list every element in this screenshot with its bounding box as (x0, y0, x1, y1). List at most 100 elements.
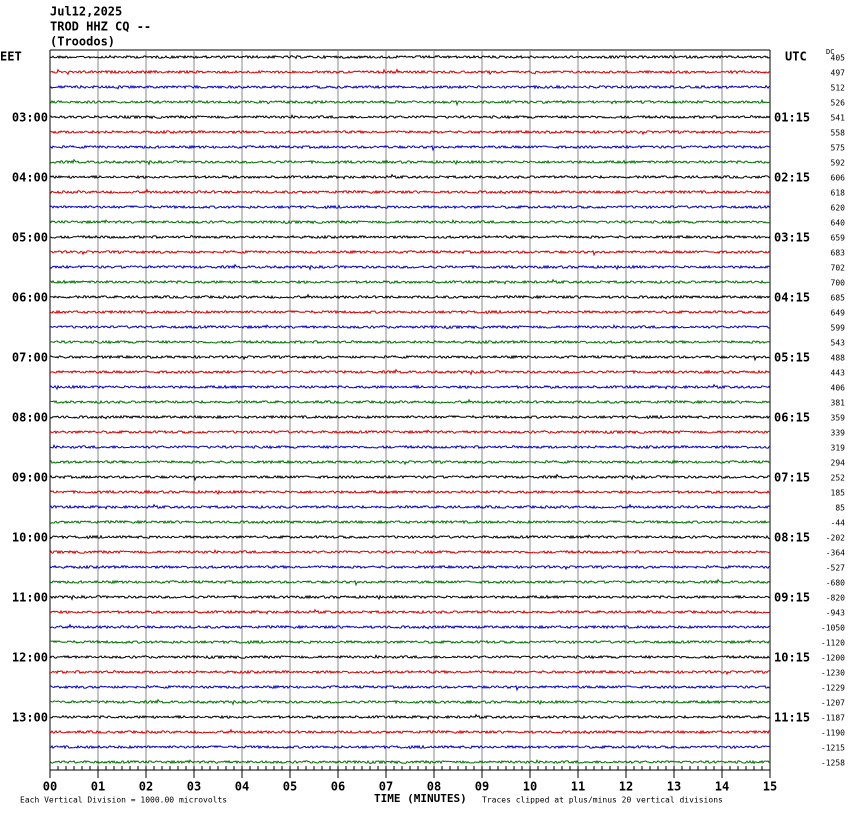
trace (49, 323, 771, 330)
x-tick-label: 02 (139, 780, 153, 794)
station: TROD HHZ CQ -- (50, 20, 151, 34)
x-tick-label: 03 (187, 780, 201, 794)
trace (49, 293, 771, 300)
dc-value: -1187 (821, 714, 845, 723)
trace (49, 608, 771, 615)
trace (49, 129, 771, 136)
right-hour-label: 05:15 (774, 351, 810, 365)
trace (49, 459, 771, 466)
trace (49, 249, 771, 257)
dc-value: 620 (831, 204, 846, 213)
trace (49, 429, 771, 435)
x-tick-label: 07 (379, 780, 393, 794)
trace (49, 218, 771, 225)
dc-value: 443 (831, 369, 846, 378)
dc-value: -1200 (821, 654, 845, 663)
dc-value: -364 (826, 549, 845, 558)
x-tick-label: 13 (667, 780, 681, 794)
dc-value: 497 (831, 69, 846, 78)
left-title: EET (0, 50, 22, 64)
dc-value: 294 (831, 459, 846, 468)
left-hour-label: 05:00 (12, 231, 48, 245)
clip-note: Traces clipped at plus/minus 20 vertical… (482, 796, 723, 805)
left-hour-label: 04:00 (12, 171, 48, 185)
dc-value: 85 (835, 504, 845, 513)
dc-value: -1215 (821, 744, 845, 753)
trace (49, 173, 771, 180)
trace (49, 144, 771, 152)
dc-value: 640 (831, 219, 846, 228)
right-hour-label: 10:15 (774, 651, 810, 665)
trace (49, 414, 771, 420)
trace (49, 639, 771, 645)
x-tick-label: 11 (571, 780, 585, 794)
x-tick-label: 05 (283, 780, 297, 794)
dc-value: -1230 (821, 669, 845, 678)
dc-value: 558 (831, 129, 846, 138)
right-hour-label: 06:15 (774, 411, 810, 425)
trace (49, 158, 771, 166)
right-hour-label: 03:15 (774, 231, 810, 245)
x-tick-label: 10 (523, 780, 537, 794)
dc-value: 702 (831, 264, 846, 273)
left-hour-label: 11:00 (12, 591, 48, 605)
trace (49, 669, 771, 676)
trace (49, 309, 771, 315)
left-hour-label: 08:00 (12, 411, 48, 425)
dc-value: 512 (831, 84, 846, 93)
dc-value: 488 (831, 354, 846, 363)
trace (49, 398, 771, 405)
trace (49, 548, 771, 555)
trace (49, 204, 771, 210)
trace (49, 578, 771, 587)
dc-value: 543 (831, 339, 846, 348)
trace (49, 653, 771, 660)
x-axis-title: TIME (MINUTES) (374, 792, 467, 805)
dc-value: -1258 (821, 759, 845, 768)
trace (49, 113, 771, 120)
dc-value: 185 (831, 489, 846, 498)
x-tick-label: 04 (235, 780, 249, 794)
left-hour-label: 10:00 (12, 531, 48, 545)
right-hour-label: 11:15 (774, 711, 810, 725)
dc-value: -44 (831, 519, 846, 528)
dc-value: -1190 (821, 729, 845, 738)
dc-title: DC (826, 48, 834, 56)
trace (49, 623, 771, 630)
dc-value: 649 (831, 309, 846, 318)
dc-value: 405 (831, 54, 846, 63)
right-hour-label: 09:15 (774, 591, 810, 605)
dc-value: -943 (826, 609, 845, 618)
x-tick-label: 09 (475, 780, 489, 794)
dc-value: -1120 (821, 639, 845, 648)
trace (49, 728, 771, 735)
trace (49, 68, 771, 76)
x-tick-label: 01 (91, 780, 105, 794)
dc-value: -1050 (821, 624, 845, 633)
trace (49, 489, 771, 496)
left-hour-label: 09:00 (12, 471, 48, 485)
right-hour-label: 08:15 (774, 531, 810, 545)
trace (49, 473, 771, 482)
left-hour-label: 13:00 (12, 711, 48, 725)
x-tick-label: 06 (331, 780, 345, 794)
dc-value: 685 (831, 294, 846, 303)
trace (49, 263, 771, 271)
right-hour-label: 07:15 (774, 471, 810, 485)
scale-note: Each Vertical Division = 1000.00 microvo… (20, 796, 227, 805)
dc-value: 339 (831, 429, 846, 438)
trace (49, 278, 771, 285)
dc-value: 359 (831, 414, 846, 423)
left-hour-label: 03:00 (12, 111, 48, 125)
trace (49, 534, 771, 540)
x-tick-label: 14 (715, 780, 729, 794)
dc-value: 252 (831, 474, 846, 483)
dc-value: 659 (831, 234, 846, 243)
trace (49, 188, 771, 195)
dc-value: -1207 (821, 699, 845, 708)
dc-value: 683 (831, 249, 846, 258)
x-tick-label: 00 (43, 780, 57, 794)
dc-value: 618 (831, 189, 846, 198)
